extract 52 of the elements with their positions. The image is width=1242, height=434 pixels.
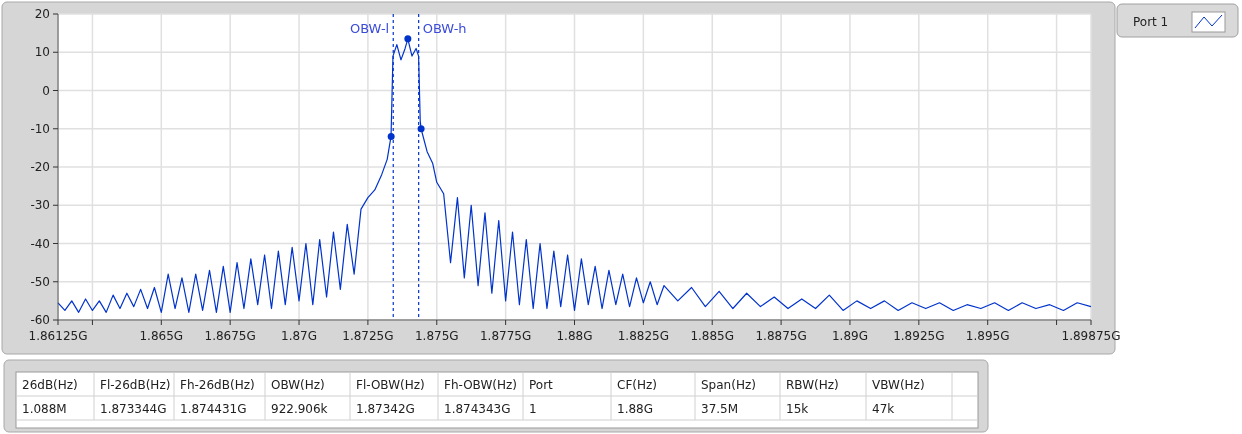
ref-line-label: OBW-l	[349, 21, 390, 37]
text: 26dB(Hz)	[22, 378, 78, 392]
y-tick-label: -20	[30, 160, 50, 174]
x-tick-label: 1.875G	[414, 329, 459, 343]
x-tick-label: 1.8675G	[204, 329, 256, 343]
x-tick-label: 1.8825G	[617, 329, 670, 343]
text: 1.88G	[617, 402, 654, 416]
text: VBW(Hz)	[872, 378, 925, 392]
text: 37.5M	[701, 402, 739, 416]
text: 15k	[786, 402, 809, 416]
x-tick-label: 1.8725G	[342, 329, 394, 343]
x-tick-label: 1.86125G	[28, 329, 88, 343]
text: 1.874343G	[444, 402, 511, 416]
point	[387, 132, 395, 140]
text: Fh-OBW(Hz)	[444, 378, 517, 392]
y-tick-label: 20	[34, 7, 50, 21]
x-tick-label: 1.89875G	[1061, 329, 1121, 343]
text: Fl-OBW(Hz)	[356, 378, 425, 392]
text: 1.873344G	[100, 402, 167, 416]
x-tick-label: 1.8875G	[755, 329, 807, 343]
text: 922.906k	[271, 402, 328, 416]
legend-label: Port 1	[1133, 15, 1169, 29]
point	[404, 35, 412, 43]
text: RBW(Hz)	[786, 378, 839, 392]
text: Fh-26dB(Hz)	[180, 378, 255, 392]
x-tick-label: 1.8925G	[893, 329, 945, 343]
y-tick-label: 0	[42, 83, 50, 98]
text: 1.874431G	[180, 402, 247, 416]
y-tick-label: -10	[30, 121, 50, 136]
y-tick-label: -60	[30, 313, 50, 327]
x-tick-label: 1.89G	[831, 329, 868, 343]
x-tick-label: 1.8775G	[479, 329, 532, 343]
y-tick-label: -30	[30, 198, 50, 213]
x-tick-label: 1.87G	[281, 329, 318, 343]
point	[417, 125, 425, 133]
y-tick-label: 10	[34, 45, 50, 60]
x-tick-label: 1.885G	[690, 329, 735, 343]
text: 1.87342G	[356, 402, 415, 416]
x-tick-label: 1.88G	[556, 329, 593, 343]
text: 1	[529, 402, 537, 416]
y-tick-label: -50	[30, 274, 50, 289]
text: CF(Hz)	[617, 378, 657, 392]
text: OBW(Hz)	[271, 378, 325, 392]
text: 47k	[872, 402, 895, 416]
x-tick-label: 1.895G	[965, 329, 1010, 343]
text: Fl-26dB(Hz)	[100, 378, 171, 392]
text: Span(Hz)	[701, 378, 756, 392]
x-tick-label: 1.865G	[139, 329, 184, 343]
text: Port	[529, 378, 554, 392]
y-tick-label: -40	[30, 236, 50, 251]
text: 1.088M	[22, 402, 67, 416]
ref-line-label: OBW-h	[422, 21, 467, 37]
